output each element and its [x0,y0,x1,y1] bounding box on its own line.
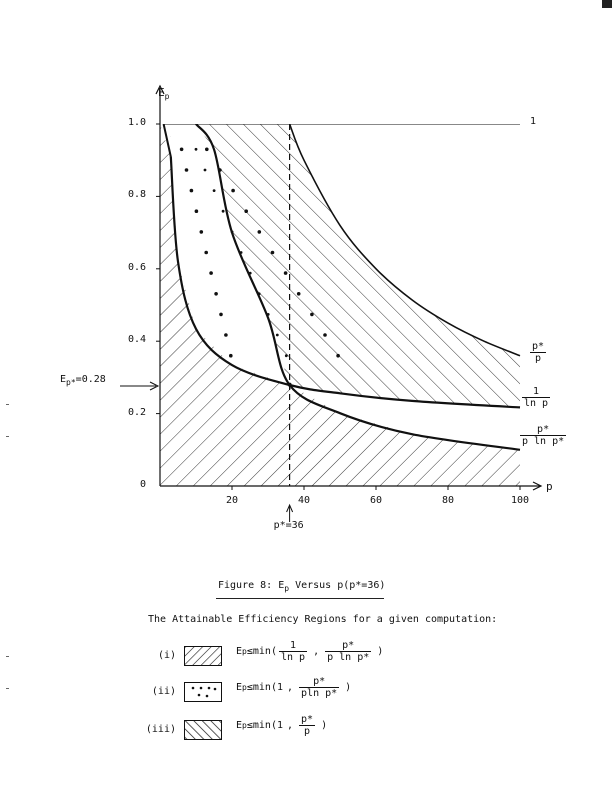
x-tick-label: 100 [511,495,530,506]
region-ii-dot [179,147,184,152]
region-ii-dot [204,250,208,255]
region-ii-dot [199,230,204,234]
pstar-arrow [286,503,294,522]
region-ii-dot [205,147,209,152]
region-ii-dot [231,188,235,193]
legend-heading: The Attainable Efficiency Regions for a … [148,614,498,625]
margin-mark [6,688,9,689]
axis-ticks [156,123,521,490]
region-ii-dot [209,271,213,275]
region-ii-dot [336,353,340,358]
region-ii-dot [270,250,275,255]
curve-pstar-over-p-ln [195,124,521,451]
scan-corner-mark [602,0,612,8]
region-ii-dot [284,354,288,358]
region-ii-dot [221,209,225,213]
margin-mark [6,404,9,405]
x-tick-label: 20 [226,495,239,506]
region-i-hatched [160,124,520,486]
label-curve-one: 1 [530,116,537,127]
region-ii-dot [244,209,248,213]
region-ii-dot [229,353,233,358]
region-ii-dot [296,292,301,296]
region-ii-dot [194,209,199,213]
region-ii-dot [224,333,228,337]
region-ii-dot [184,168,189,172]
region-ii-dot [323,333,327,337]
e-pstar-arrow [120,381,160,391]
region-ii-dot [219,312,223,317]
x-tick-label: 80 [442,495,455,506]
legend-roman: (ii) [151,686,176,697]
legend-roman: (iii) [145,724,176,735]
region-ii-dot [257,230,262,234]
y-tick-label: 1.0 [128,117,147,128]
region-ii-dot [212,189,216,193]
margin-mark [6,656,9,657]
swatch-ii-icon [184,682,222,702]
y-axis-label: Ep [158,86,170,102]
legend-roman: (i) [157,650,176,661]
axes [155,84,543,491]
curve-left-boundary [162,124,172,157]
y-tick-label: 0.2 [128,406,147,418]
region-ii-dot [189,188,194,193]
figure-caption: Figure 8: Ep Versus p(p*=36) [218,580,386,593]
caption-rule [216,598,384,599]
x-axis-label: p [546,480,553,493]
region-ii-dot [214,292,218,296]
x-tick-label: 60 [370,495,383,506]
intersection-point [287,382,292,387]
swatch-iii-icon [184,720,222,740]
region-ii-dot [275,333,279,337]
region-ii-dot [283,271,288,275]
region-ii-dot [310,312,314,317]
y-tick-label: 0 [140,479,147,490]
y-tick-label: 0.8 [128,189,147,201]
e-pstar-label: Ep*=0.28 [60,374,106,387]
swatch-i-icon [184,646,222,666]
label-pstar-over-p: p* p [530,341,547,364]
region-ii-dot [194,147,198,151]
label-pstar-over-p-ln: p* p ln p* [520,424,567,447]
margin-mark [6,436,9,437]
y-tick-label: 0.4 [128,334,147,346]
label-inv-ln-p: 1 ln p [522,386,551,409]
pstar-marker-label: p*=36 [273,520,304,531]
x-tick-label: 40 [298,495,311,506]
curve-inv-ln-p [169,156,521,409]
curve-pstar-over-p [288,124,521,357]
efficiency-figure [120,84,543,522]
region-ii-dotted [170,124,290,385]
y-tick-label: 0.6 [128,261,147,273]
region-ii-dot [203,168,207,172]
